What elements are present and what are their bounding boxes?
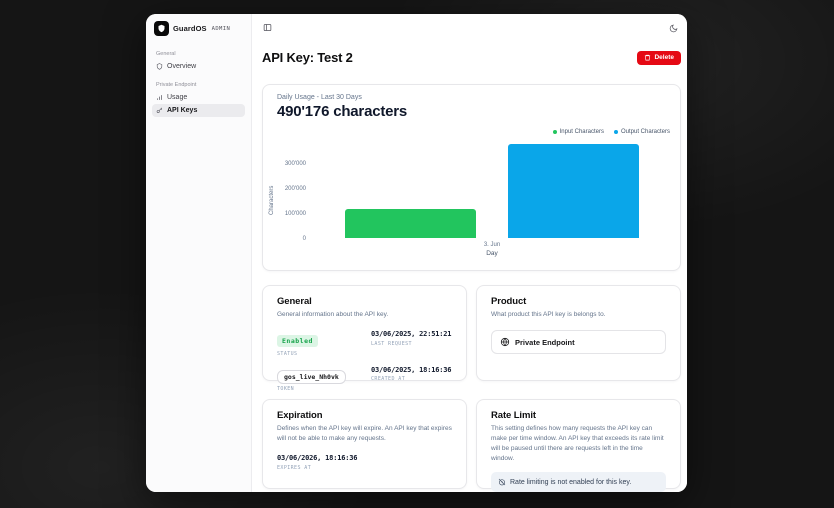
product-card: Product What product this API key is bel… xyxy=(476,285,681,381)
rate-limit-notice: Rate limiting is not enabled for this ke… xyxy=(491,472,666,492)
legend-output-characters: Output Characters xyxy=(613,129,670,135)
y-tick-0: 0 xyxy=(302,236,306,242)
shield-icon xyxy=(156,63,163,70)
timer-off-icon xyxy=(498,479,506,486)
usage-card: Daily Usage - Last 30 Days 490'176 chara… xyxy=(262,84,681,271)
rate-limit-card-subtitle: This setting defines how many requests t… xyxy=(491,425,664,463)
main-content: API Key: Test 2 Delete Daily Usage - Las… xyxy=(252,14,687,492)
rate-limit-card: Rate Limit This setting defines how many… xyxy=(476,399,681,492)
product-item-private-endpoint[interactable]: Private Endpoint xyxy=(491,330,666,355)
bar-output-characters xyxy=(508,143,639,238)
token-pill[interactable]: gos_live_Nh0vk xyxy=(277,369,346,384)
moon-icon xyxy=(669,24,677,32)
y-tick-200000: 200'000 xyxy=(284,186,306,192)
expiration-card-subtitle: Defines when the API key will expire. An… xyxy=(277,425,452,443)
nav-section-general: General xyxy=(156,51,176,57)
product-card-title: Product xyxy=(491,296,527,307)
legend-dot-input xyxy=(552,130,557,134)
expiration-card-title: Expiration xyxy=(277,410,323,421)
product-card-subtitle: What product this API key is belongs to. xyxy=(491,311,606,318)
bar-chart-icon xyxy=(157,95,162,100)
panel-left-icon xyxy=(263,23,271,31)
page-title: API Key: Test 2 xyxy=(262,50,353,65)
general-card: General General information about the AP… xyxy=(262,285,467,392)
sidebar: GuardOS ADMIN General Overview Private E… xyxy=(146,14,252,492)
chart-legend: Input Characters Output Characters xyxy=(552,129,670,135)
legend-input-characters: Input Characters xyxy=(552,129,604,135)
expires-at-field: 03/06/2026, 18:16:36 EXPIRES AT xyxy=(277,454,358,471)
nav-section-private-endpoint: Private Endpoint xyxy=(156,82,197,88)
app-window: GuardOS ADMIN General Overview Private E… xyxy=(146,14,687,492)
sidebar-toggle-button[interactable] xyxy=(261,21,273,33)
trash-icon xyxy=(645,54,651,61)
usage-total: 490'176 characters xyxy=(277,103,408,120)
theme-toggle-button[interactable] xyxy=(667,22,679,34)
sidebar-item-usage[interactable]: Usage xyxy=(152,91,245,104)
rate-limit-card-title: Rate Limit xyxy=(491,410,536,421)
sidebar-nav: General Overview Private Endpoint Usage … xyxy=(146,51,251,117)
status-badge: Enabled xyxy=(277,335,318,348)
key-icon xyxy=(156,107,163,113)
status-field: Enabled STATUS xyxy=(277,330,371,357)
expiration-card: Expiration Defines when the API key will… xyxy=(262,399,467,489)
brand: GuardOS ADMIN xyxy=(146,14,251,42)
sidebar-item-overview[interactable]: Overview xyxy=(152,60,245,73)
delete-button[interactable]: Delete xyxy=(637,50,681,65)
usage-subtitle: Daily Usage - Last 30 Days xyxy=(277,94,362,101)
x-tick-date: 3. Jun xyxy=(483,242,501,248)
y-tick-300000: 300'000 xyxy=(284,161,306,167)
globe-icon xyxy=(500,337,510,347)
brand-shield-icon xyxy=(154,21,169,36)
chart-x-axis-label: Day xyxy=(486,250,498,257)
created-at-field: 03/06/2025, 18:16:36 CREATED AT xyxy=(371,365,452,383)
token-field: gos_live_Nh0vk TOKEN xyxy=(277,366,371,392)
sidebar-item-api-keys[interactable]: API Keys xyxy=(152,104,245,117)
legend-dot-output xyxy=(613,130,618,134)
bar-input-characters xyxy=(345,208,476,238)
brand-name: GuardOS xyxy=(173,24,207,33)
general-card-title: General xyxy=(277,296,312,307)
brand-tag: ADMIN xyxy=(211,25,231,32)
last-request-field: 03/06/2025, 22:51:21 LAST REQUEST xyxy=(371,330,452,347)
y-tick-100000: 100'000 xyxy=(284,211,306,217)
general-card-subtitle: General information about the API key. xyxy=(277,311,389,318)
